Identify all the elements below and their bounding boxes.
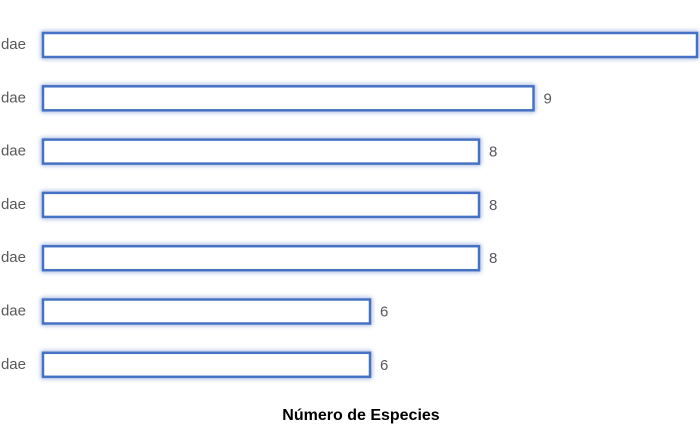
- bar: [41, 351, 372, 379]
- category-label: dae: [1, 36, 26, 53]
- bar: [41, 31, 699, 59]
- value-label: 8: [489, 144, 497, 161]
- value-label: 8: [489, 250, 497, 267]
- bar: [41, 191, 481, 219]
- category-label: dae: [1, 356, 26, 373]
- value-label: 6: [380, 303, 388, 320]
- category-label: dae: [1, 196, 26, 213]
- bar: [41, 244, 481, 272]
- value-label: 8: [489, 197, 497, 214]
- category-label: dae: [1, 302, 26, 319]
- bar: [41, 298, 372, 325]
- value-label: 9: [544, 90, 552, 107]
- category-label: dae: [1, 143, 26, 160]
- category-label: dae: [1, 249, 26, 266]
- category-label: dae: [1, 89, 26, 106]
- axis-title: Número de Especies: [282, 407, 440, 424]
- bar: [41, 85, 535, 112]
- bar: [41, 138, 481, 165]
- value-label: 6: [380, 357, 388, 374]
